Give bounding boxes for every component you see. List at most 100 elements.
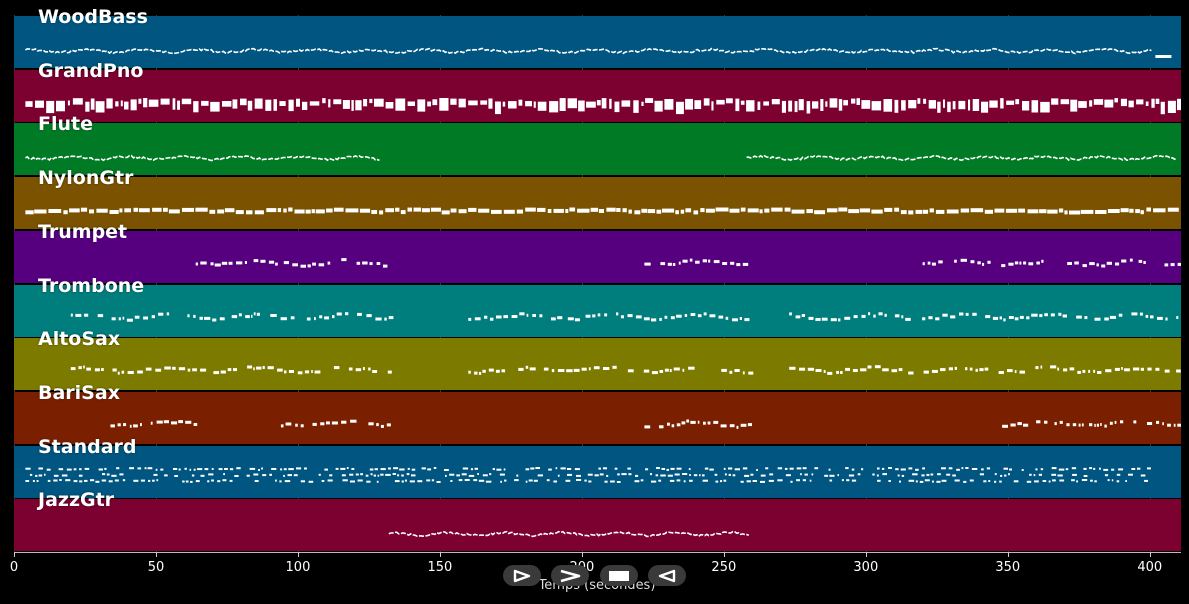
note [279, 100, 286, 106]
play-button[interactable] [503, 565, 541, 586]
track-grandpno[interactable]: GrandPno [14, 60, 1181, 122]
note [495, 101, 501, 114]
note [771, 207, 783, 212]
note [529, 367, 536, 371]
note [130, 99, 137, 110]
note [1023, 423, 1029, 427]
fast-forward-button[interactable] [551, 565, 589, 586]
hit [340, 467, 346, 470]
note [598, 209, 604, 214]
hit [994, 472, 997, 475]
hit [1083, 467, 1087, 470]
note [1062, 314, 1067, 317]
track-woodbass[interactable]: WoodBass [14, 6, 1181, 68]
note [372, 370, 378, 374]
note [690, 420, 696, 424]
note [744, 317, 750, 321]
hit [882, 472, 887, 475]
hit [262, 473, 267, 476]
note [635, 314, 642, 318]
hit [44, 473, 46, 476]
hit [156, 478, 159, 481]
track-jazzgtr[interactable]: JazzGtr [14, 489, 1181, 552]
note [122, 316, 125, 320]
note [1088, 370, 1091, 374]
note [124, 208, 131, 213]
note [212, 318, 217, 321]
note [155, 368, 162, 372]
note [519, 311, 525, 315]
note-run [25, 47, 1152, 55]
note [362, 261, 368, 265]
hit [470, 467, 474, 470]
hit [655, 473, 659, 476]
note [235, 210, 244, 215]
note [1104, 424, 1107, 428]
note [763, 101, 769, 106]
note [729, 424, 735, 428]
hit [35, 474, 38, 477]
stop-button[interactable] [600, 565, 638, 586]
note [1106, 261, 1112, 265]
note [954, 259, 957, 263]
note [853, 314, 858, 318]
note [407, 101, 415, 106]
note [682, 259, 688, 263]
note [891, 369, 898, 373]
note [357, 312, 362, 316]
track-barisax[interactable]: BariSax [14, 382, 1181, 444]
note [746, 99, 755, 112]
track-list: WoodBass GrandPno Flute NylonGtr Trumpet… [14, 0, 1181, 552]
hit [283, 467, 287, 470]
note [1104, 99, 1114, 108]
note [1008, 262, 1014, 266]
note [1064, 210, 1068, 215]
note [634, 210, 641, 215]
note [1167, 207, 1179, 212]
note [593, 366, 600, 370]
hit [84, 467, 90, 470]
hit [1003, 467, 1008, 470]
x-tick [581, 552, 583, 557]
hit [433, 466, 437, 469]
track-flute[interactable]: Flute [14, 113, 1181, 176]
track-trombone[interactable]: Trombone [14, 275, 1181, 337]
note [468, 370, 471, 374]
hit [174, 474, 178, 477]
note [70, 313, 73, 317]
hit [988, 479, 991, 482]
track-nylongtr[interactable]: NylonGtr [14, 167, 1181, 230]
note [616, 208, 621, 213]
note [1115, 262, 1120, 266]
hit [1048, 480, 1051, 483]
track-altosax[interactable]: AltoSax [14, 328, 1181, 391]
track-standard[interactable]: Standard [14, 436, 1181, 498]
hit [525, 480, 528, 483]
note [490, 317, 494, 321]
note [935, 316, 940, 320]
note [606, 207, 616, 212]
hit [796, 466, 802, 469]
stop-icon [609, 570, 629, 581]
hit [676, 478, 681, 481]
note [1014, 316, 1019, 320]
note [1015, 98, 1020, 104]
track-trumpet[interactable]: Trumpet [14, 221, 1181, 283]
x-tick-label: 350 [995, 560, 1021, 575]
hit [888, 466, 892, 469]
note [318, 263, 325, 267]
hit [900, 468, 906, 471]
hit [29, 473, 33, 476]
hit [901, 474, 905, 477]
note [78, 366, 82, 370]
hit [304, 467, 307, 470]
note [152, 207, 162, 212]
rewind-button[interactable] [648, 565, 686, 586]
note [740, 423, 747, 427]
x-tick [1007, 552, 1009, 557]
note [676, 101, 684, 114]
hit [584, 479, 587, 482]
note [703, 311, 707, 315]
hit [720, 479, 723, 482]
note [1129, 258, 1133, 262]
